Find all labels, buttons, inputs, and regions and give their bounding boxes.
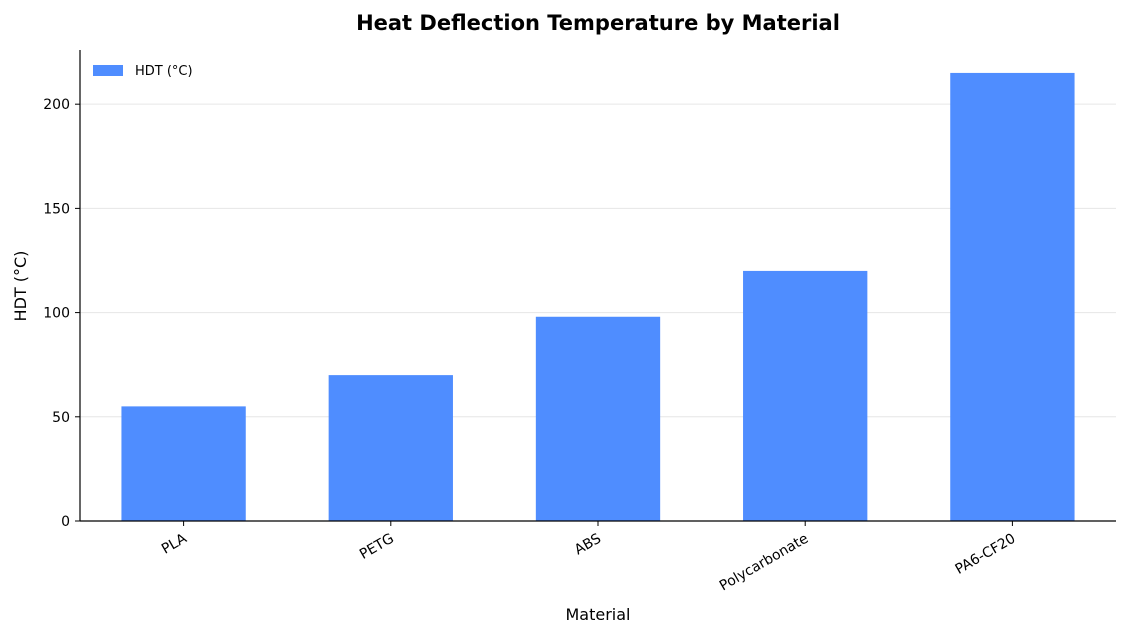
- y-tick-label: 150: [43, 201, 70, 217]
- legend: HDT (°C): [93, 64, 193, 79]
- chart-title: Heat Deflection Temperature by Material: [356, 11, 840, 35]
- bar: [743, 270, 868, 521]
- y-axis-ticks: 0 50 100 150 200: [43, 97, 80, 530]
- x-tick-label: ABS: [572, 531, 604, 559]
- y-tick-label: 50: [52, 410, 70, 426]
- bars: [121, 72, 1075, 522]
- x-tick-label: PLA: [159, 530, 190, 557]
- bar: [328, 375, 453, 521]
- y-tick-label: 200: [43, 97, 70, 113]
- x-tick-label: PA6-CF20: [953, 531, 1019, 578]
- y-axis-label: HDT (°C): [11, 251, 30, 322]
- x-axis-label: Material: [566, 605, 631, 624]
- x-tick-label: PETG: [357, 531, 397, 563]
- x-axis-ticks: PLA PETG ABS Polycarbonate PA6-CF20: [159, 521, 1018, 594]
- legend-label: HDT (°C): [135, 64, 193, 79]
- bar: [535, 316, 661, 521]
- y-tick-label: 100: [43, 306, 70, 322]
- legend-swatch: [93, 65, 123, 76]
- bar: [121, 406, 246, 521]
- bar: [950, 72, 1075, 522]
- x-tick-label: Polycarbonate: [717, 531, 811, 595]
- y-tick-label: 0: [61, 514, 70, 530]
